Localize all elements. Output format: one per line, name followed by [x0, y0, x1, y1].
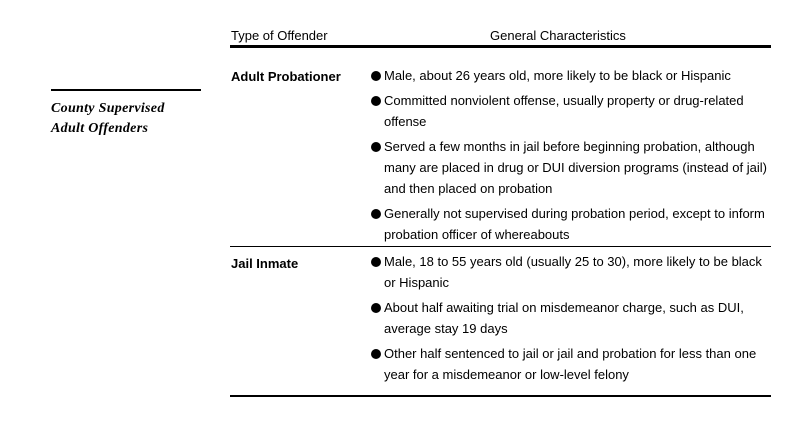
- offender-characteristics-table: Type of Offender General Characteristics…: [230, 0, 771, 427]
- side-heading-line-1: County Supervised: [51, 101, 165, 116]
- table-bottom-rule: [230, 395, 771, 397]
- offender-type-adult-probationer: Adult Probationer: [231, 69, 341, 84]
- characteristic-text: Male, 18 to 55 years old (usually 25 to …: [384, 254, 762, 290]
- list-item: Committed nonviolent offense, usually pr…: [371, 90, 771, 132]
- bullet-dot-icon: [371, 142, 381, 152]
- bullet-dot-icon: [371, 349, 381, 359]
- side-heading: County Supervised Adult Offenders: [51, 99, 221, 139]
- side-heading-line-2: Adult Offenders: [51, 121, 149, 136]
- characteristic-text: Male, about 26 years old, more likely to…: [384, 68, 731, 83]
- list-item: Male, 18 to 55 years old (usually 25 to …: [371, 251, 771, 293]
- characteristic-text: About half awaiting trial on misdemeanor…: [384, 300, 744, 336]
- characteristic-text: Served a few months in jail before begin…: [384, 139, 767, 196]
- column-header-type: Type of Offender: [231, 28, 328, 43]
- list-item: Other half sentenced to jail or jail and…: [371, 343, 771, 385]
- side-heading-rule: [51, 89, 201, 91]
- bullet-dot-icon: [371, 303, 381, 313]
- row-divider: [230, 246, 771, 247]
- header-rule: [230, 45, 771, 48]
- bullet-dot-icon: [371, 209, 381, 219]
- bullet-dot-icon: [371, 71, 381, 81]
- characteristics-jail-inmate: Male, 18 to 55 years old (usually 25 to …: [371, 251, 771, 385]
- characteristic-text: Other half sentenced to jail or jail and…: [384, 346, 757, 382]
- characteristics-adult-probationer: Male, about 26 years old, more likely to…: [371, 65, 771, 245]
- column-header-characteristics: General Characteristics: [490, 28, 626, 43]
- list-item: Male, about 26 years old, more likely to…: [371, 65, 771, 86]
- list-item: Served a few months in jail before begin…: [371, 136, 771, 199]
- bullet-dot-icon: [371, 96, 381, 106]
- offender-type-jail-inmate: Jail Inmate: [231, 256, 299, 271]
- characteristic-text: Committed nonviolent offense, usually pr…: [384, 93, 744, 129]
- list-item: About half awaiting trial on misdemeanor…: [371, 297, 771, 339]
- characteristic-text: Generally not supervised during probatio…: [384, 206, 765, 242]
- list-item: Generally not supervised during probatio…: [371, 203, 771, 245]
- bullet-dot-icon: [371, 257, 381, 267]
